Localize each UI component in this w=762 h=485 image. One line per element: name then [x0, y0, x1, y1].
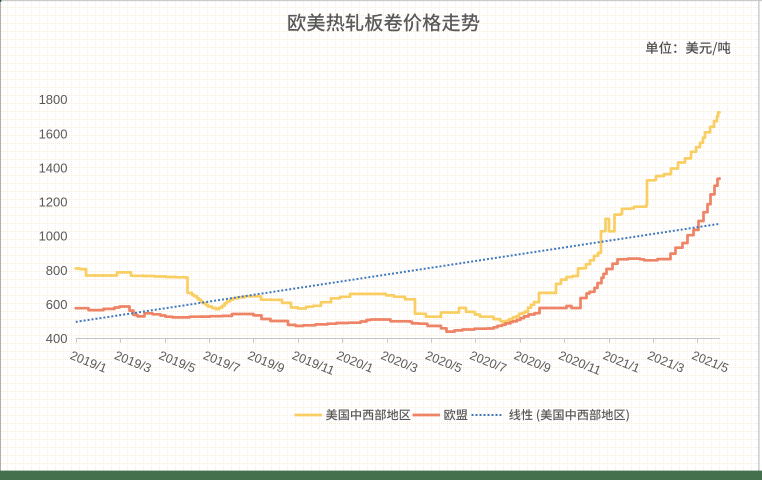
svg-text:1800: 1800 — [39, 92, 68, 107]
svg-text:400: 400 — [46, 331, 68, 346]
svg-text:1200: 1200 — [39, 195, 68, 210]
svg-text:1600: 1600 — [39, 126, 68, 141]
svg-text:1000: 1000 — [39, 229, 68, 244]
svg-text:600: 600 — [46, 297, 68, 312]
svg-text:800: 800 — [46, 263, 68, 278]
svg-text:1400: 1400 — [39, 160, 68, 175]
